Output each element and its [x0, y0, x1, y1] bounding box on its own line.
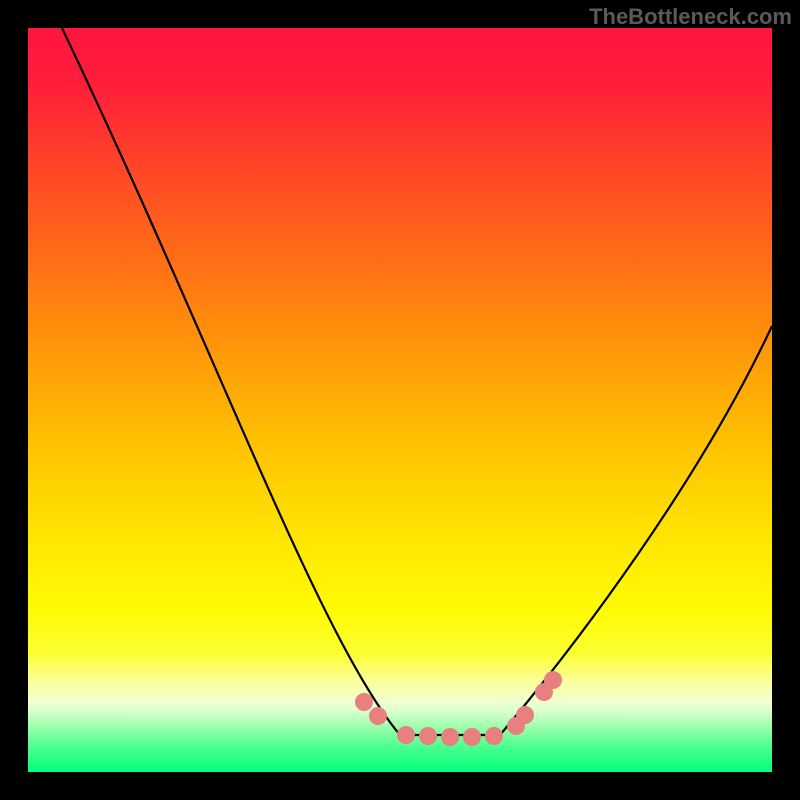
- curve-marker: [419, 727, 437, 745]
- chart-svg: [0, 0, 800, 800]
- curve-marker: [544, 671, 562, 689]
- chart-gradient-background: [28, 28, 772, 772]
- curve-marker: [463, 728, 481, 746]
- curve-marker: [516, 706, 534, 724]
- curve-marker: [369, 707, 387, 725]
- bottleneck-chart: TheBottleneck.com: [0, 0, 800, 800]
- curve-marker: [441, 728, 459, 746]
- watermark-text: TheBottleneck.com: [589, 4, 792, 30]
- curve-marker: [485, 727, 503, 745]
- curve-marker: [397, 726, 415, 744]
- curve-marker: [355, 693, 373, 711]
